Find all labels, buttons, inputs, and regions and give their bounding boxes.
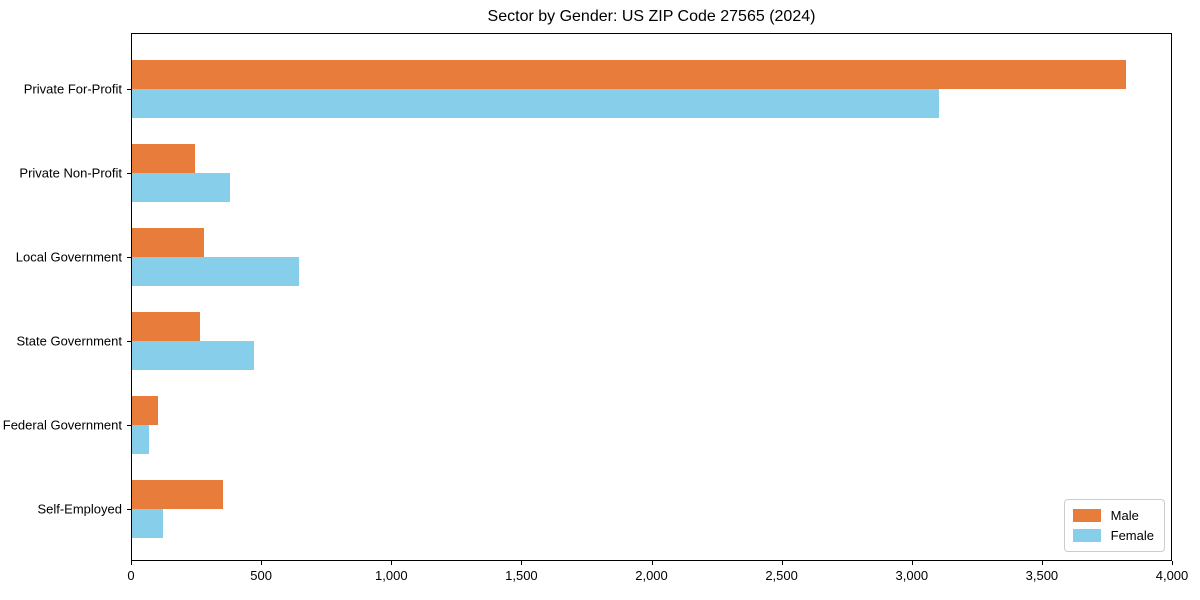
bar-female-0	[132, 89, 939, 118]
legend-label-female: Female	[1110, 528, 1154, 543]
x-axis-tick	[521, 561, 523, 565]
legend: Male Female	[1063, 499, 1165, 552]
x-axis-tick	[781, 561, 783, 565]
bar-female-5	[132, 509, 164, 538]
y-axis-tick	[127, 173, 131, 174]
plot-area: Male Female	[131, 33, 1172, 561]
x-axis-tick-label: 500	[250, 568, 272, 583]
x-axis-tick-label: 0	[127, 568, 135, 583]
x-axis-tick	[911, 561, 913, 565]
x-axis-tick	[261, 561, 263, 565]
bar-male-1	[132, 144, 195, 173]
x-axis-tick-label: 2,500	[765, 568, 798, 583]
bar-male-4	[132, 396, 158, 425]
legend-swatch-female	[1072, 529, 1101, 542]
y-axis-tick	[127, 257, 131, 258]
x-axis-tick-label: 2,000	[635, 568, 668, 583]
legend-swatch-male	[1072, 509, 1101, 522]
bar-male-0	[132, 60, 1127, 89]
x-axis-tick-label: 3,000	[895, 568, 929, 583]
x-axis-tick-label: 4,000	[1155, 568, 1189, 583]
x-axis-tick	[391, 561, 393, 565]
bar-male-3	[132, 312, 200, 341]
y-axis-label: Self-Employed	[37, 501, 122, 517]
bar-female-3	[132, 341, 255, 370]
y-axis-label: Local Government	[15, 249, 122, 265]
y-axis-label: Private For-Profit	[23, 81, 122, 97]
x-axis-tick	[651, 561, 653, 565]
y-axis-label: Private Non-Profit	[19, 165, 122, 181]
legend-label-male: Male	[1110, 508, 1139, 523]
x-axis-tick-label: 1,500	[505, 568, 538, 583]
chart-title: Sector by Gender: US ZIP Code 27565 (202…	[487, 8, 816, 25]
legend-item-female: Female	[1072, 527, 1154, 544]
y-axis-label: State Government	[16, 333, 123, 349]
x-axis-tick	[131, 561, 132, 565]
x-axis-tick	[1172, 561, 1173, 565]
x-axis-tick-label: 1,000	[375, 568, 408, 583]
bar-male-5	[132, 480, 224, 509]
y-axis-tick	[127, 341, 131, 342]
legend-item-male: Male	[1072, 507, 1154, 524]
y-axis-tick	[127, 89, 131, 90]
y-axis-label: Federal Government	[2, 417, 122, 433]
y-axis-tick	[127, 509, 131, 510]
bar-male-2	[132, 228, 204, 257]
x-axis-tick-label: 3,500	[1025, 568, 1059, 583]
x-axis-tick	[1041, 561, 1043, 565]
bar-female-1	[132, 173, 230, 202]
y-axis-tick	[127, 425, 131, 426]
bar-female-2	[132, 257, 299, 286]
bar-female-4	[132, 425, 149, 454]
